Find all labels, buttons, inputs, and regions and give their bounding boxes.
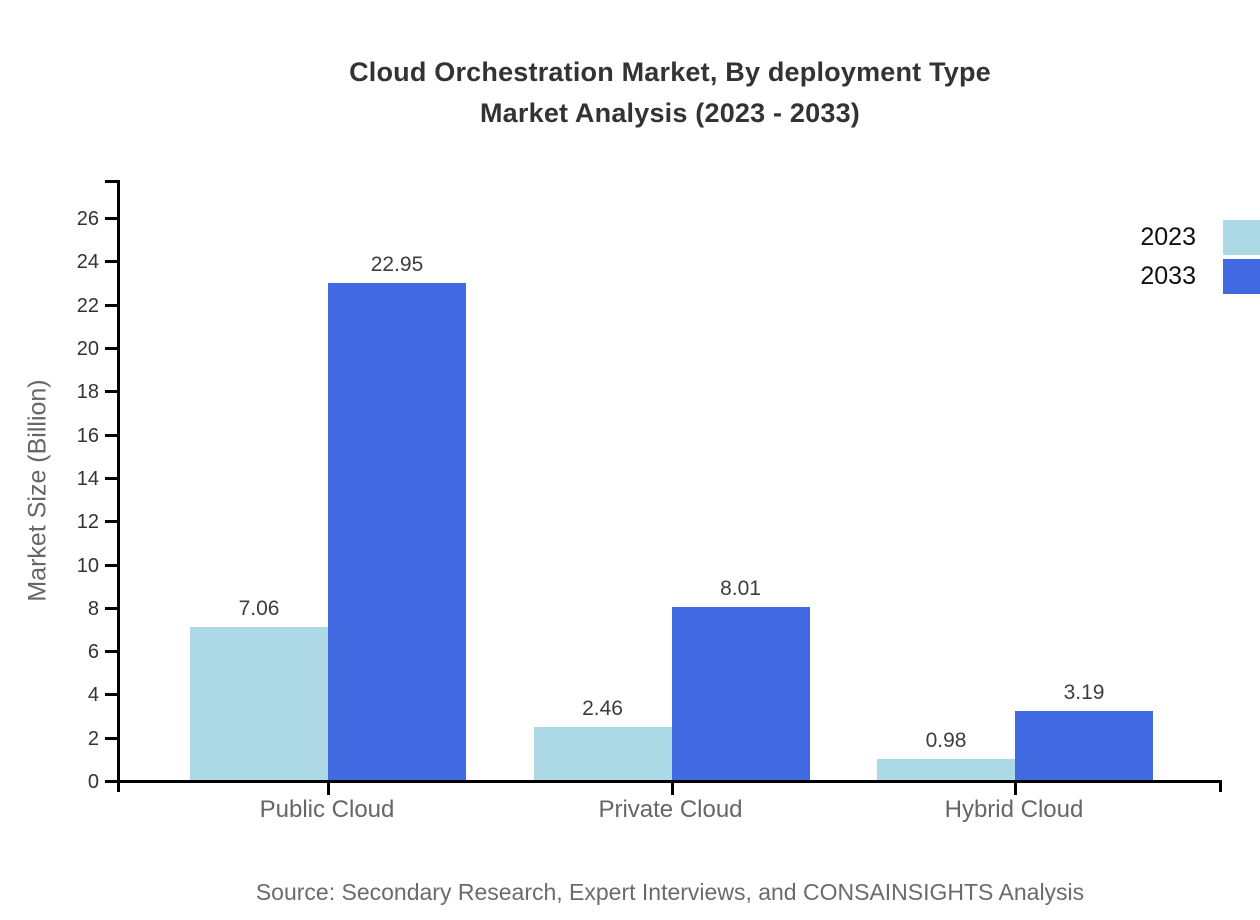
chart-title: Cloud Orchestration Market, By deploymen… bbox=[0, 52, 1260, 134]
y-tick-label: 18 bbox=[76, 381, 99, 404]
chart-title-line1: Cloud Orchestration Market, By deploymen… bbox=[349, 57, 991, 87]
y-tick-label: 22 bbox=[76, 294, 99, 317]
bar-2033-hybrid-cloud bbox=[1015, 710, 1153, 780]
y-tick bbox=[105, 563, 117, 567]
y-tick bbox=[105, 693, 117, 697]
chart-title-line2: Market Analysis (2023 - 2033) bbox=[479, 98, 860, 128]
y-tick-label: 6 bbox=[87, 641, 99, 664]
y-tick bbox=[105, 260, 117, 264]
y-axis-end-cap bbox=[105, 180, 117, 183]
y-tick bbox=[105, 476, 117, 480]
legend-swatch-2033 bbox=[1223, 259, 1260, 294]
y-tick bbox=[105, 433, 117, 437]
y-tick-label: 0 bbox=[87, 771, 99, 793]
bar-2033-private-cloud bbox=[671, 606, 810, 780]
y-tick bbox=[105, 606, 117, 610]
bar-2023-hybrid-cloud bbox=[877, 758, 1015, 780]
bar-value-label: 3.19 bbox=[1063, 680, 1105, 704]
x-axis-end-cap bbox=[1219, 780, 1222, 792]
x-category-label: Hybrid Cloud bbox=[944, 796, 1084, 823]
x-category-label: Private Cloud bbox=[598, 796, 743, 823]
y-tick-label: 8 bbox=[87, 597, 99, 620]
y-tick bbox=[105, 650, 117, 654]
legend-swatch-2023 bbox=[1223, 220, 1260, 255]
y-tick-label: 12 bbox=[76, 511, 99, 534]
y-tick bbox=[105, 780, 117, 783]
legend-label-2023: 2023 bbox=[1140, 223, 1196, 251]
bar-value-label: 22.95 bbox=[370, 253, 424, 277]
bar-2023-private-cloud bbox=[533, 726, 672, 780]
y-tick-label: 16 bbox=[76, 424, 99, 447]
y-tick-label: 24 bbox=[76, 251, 99, 274]
bar-2033-public-cloud bbox=[328, 283, 466, 780]
y-tick-label: 14 bbox=[76, 467, 99, 490]
bar-value-label: 7.06 bbox=[238, 597, 280, 621]
y-tick-label: 10 bbox=[76, 554, 99, 577]
y-tick bbox=[105, 520, 117, 524]
source-note: Source: Secondary Research, Expert Inter… bbox=[255, 879, 1085, 905]
y-tick bbox=[105, 347, 117, 350]
legend-label-2033: 2033 bbox=[1140, 262, 1196, 290]
y-tick bbox=[105, 736, 117, 740]
y-axis-line bbox=[117, 180, 120, 792]
bar-value-label: 0.98 bbox=[925, 728, 967, 752]
y-tick bbox=[105, 390, 117, 394]
y-tick bbox=[105, 303, 117, 307]
x-tick bbox=[327, 783, 330, 795]
x-tick bbox=[670, 783, 674, 795]
y-tick-label: 20 bbox=[76, 338, 99, 360]
bar-2023-public-cloud bbox=[190, 627, 328, 780]
bar-value-label: 2.46 bbox=[582, 696, 623, 720]
y-tick-label: 2 bbox=[87, 727, 99, 750]
x-tick bbox=[1014, 783, 1017, 795]
y-tick-label: 26 bbox=[76, 208, 99, 231]
y-tick-label: 4 bbox=[87, 684, 99, 707]
x-category-label: Public Cloud bbox=[259, 796, 395, 823]
y-tick bbox=[105, 217, 117, 221]
bar-value-label: 8.01 bbox=[720, 576, 761, 600]
x-axis-line bbox=[117, 780, 1222, 783]
